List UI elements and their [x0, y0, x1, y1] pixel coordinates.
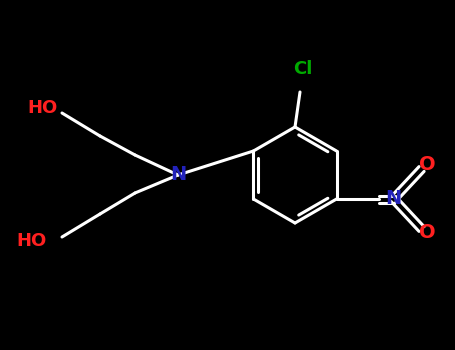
Text: HO: HO: [16, 232, 46, 250]
Text: Cl: Cl: [293, 60, 313, 78]
Text: N: N: [385, 189, 402, 209]
Text: O: O: [419, 224, 436, 243]
Text: N: N: [170, 166, 186, 184]
Text: O: O: [419, 155, 436, 175]
Text: HO: HO: [27, 99, 57, 117]
